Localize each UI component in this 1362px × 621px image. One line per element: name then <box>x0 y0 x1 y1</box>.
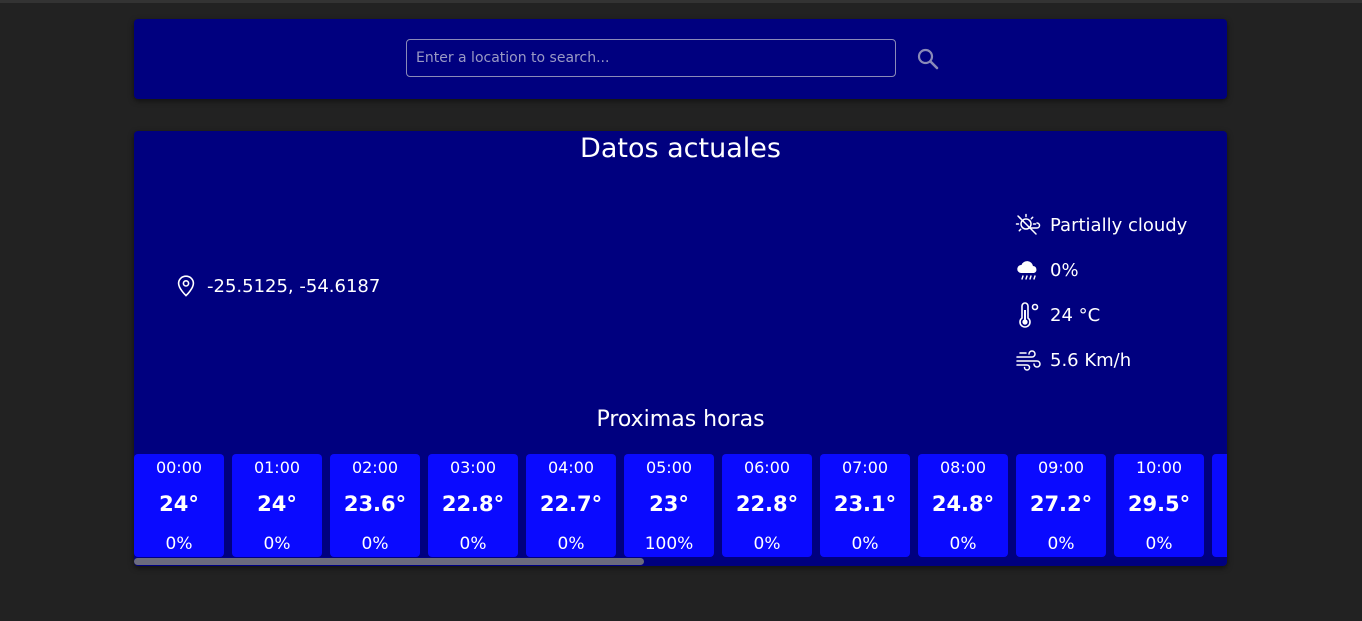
hour-precip: 0% <box>753 534 781 554</box>
search-button[interactable] <box>914 45 942 73</box>
stat-condition: Partially cloudy <box>1014 203 1187 248</box>
search-input[interactable] <box>406 39 896 77</box>
hour-time: 08:00 <box>939 458 987 477</box>
forecast-title: Proximas horas <box>596 407 765 432</box>
hour-time: 04:00 <box>547 458 595 477</box>
hour-card: 03:00 22.8° 0% <box>428 454 518 557</box>
hour-time: 07:00 <box>841 458 889 477</box>
location-info: -25.5125, -54.6187 <box>177 274 380 298</box>
hour-time: 10:00 <box>1135 458 1183 477</box>
hour-temp: 23.1° <box>833 492 897 516</box>
hour-temp: 24° <box>257 492 297 516</box>
horizontal-scrollbar[interactable] <box>134 558 1227 566</box>
hour-card-partial <box>1212 454 1227 557</box>
hour-card: 07:00 23.1° 0% <box>820 454 910 557</box>
thermometer-icon <box>1014 301 1042 330</box>
hour-precip: 0% <box>361 534 389 554</box>
temperature-text: 24 °C <box>1050 305 1101 326</box>
search-bar <box>134 19 1227 99</box>
wind-icon <box>1014 347 1042 375</box>
hour-temp: 24° <box>159 492 199 516</box>
hour-card: 01:00 24° 0% <box>232 454 322 557</box>
hour-precip: 0% <box>165 534 193 554</box>
hour-time: 02:00 <box>351 458 399 477</box>
hour-card: 02:00 23.6° 0% <box>330 454 420 557</box>
hour-precip: 0% <box>557 534 585 554</box>
top-border <box>0 0 1362 3</box>
location-coordinates: -25.5125, -54.6187 <box>207 275 381 297</box>
hour-time: 01:00 <box>253 458 301 477</box>
hour-time: 00:00 <box>155 458 203 477</box>
hourly-forecast-list[interactable]: 00:00 24° 0% 01:00 24° 0% 02:00 23.6° 0%… <box>134 454 1227 558</box>
stat-wind: 5.6 Km/h <box>1014 338 1187 383</box>
hour-temp: 24.8° <box>931 492 995 516</box>
current-data-title: Datos actuales <box>580 133 781 164</box>
search-icon <box>917 48 939 70</box>
hour-temp: 22.8° <box>441 492 505 516</box>
hour-precip: 0% <box>949 534 977 554</box>
hour-time: 06:00 <box>743 458 791 477</box>
hour-card: 04:00 22.7° 0% <box>526 454 616 557</box>
hour-card: 09:00 27.2° 0% <box>1016 454 1106 557</box>
scrollbar-thumb[interactable] <box>134 558 644 565</box>
condition-text: Partially cloudy <box>1050 215 1188 236</box>
stat-temperature: 24 °C <box>1014 293 1187 338</box>
hour-temp: 29.5° <box>1127 492 1191 516</box>
hour-temp: 23.6° <box>343 492 407 516</box>
hour-precip: 0% <box>851 534 879 554</box>
precipitation-text: 0% <box>1050 260 1079 281</box>
current-stats: Partially cloudy 0% <box>1014 203 1187 383</box>
hour-card: 08:00 24.8° 0% <box>918 454 1008 557</box>
hour-time: 09:00 <box>1037 458 1085 477</box>
hour-time: 05:00 <box>645 458 693 477</box>
map-pin-icon <box>177 274 199 298</box>
partly-cloudy-icon <box>1014 212 1042 240</box>
wind-text: 5.6 Km/h <box>1050 350 1132 371</box>
hour-temp: 27.2° <box>1029 492 1093 516</box>
hour-card: 05:00 23° 100% <box>624 454 714 557</box>
weather-card: Datos actuales -25.5125, -54.6187 <box>134 131 1227 566</box>
hour-precip: 0% <box>1145 534 1173 554</box>
rain-cloud-icon <box>1014 257 1042 285</box>
hour-temp: 23° <box>649 492 689 516</box>
hour-precip: 0% <box>1047 534 1075 554</box>
hour-temp: 22.8° <box>735 492 799 516</box>
hour-precip: 0% <box>459 534 487 554</box>
hour-time: 03:00 <box>449 458 497 477</box>
hour-card: 10:00 29.5° 0% <box>1114 454 1204 557</box>
hour-card: 00:00 24° 0% <box>134 454 224 557</box>
hour-precip: 100% <box>644 534 694 554</box>
hour-card: 06:00 22.8° 0% <box>722 454 812 557</box>
hour-temp: 22.7° <box>539 492 603 516</box>
stat-precipitation: 0% <box>1014 248 1187 293</box>
hour-precip: 0% <box>263 534 291 554</box>
